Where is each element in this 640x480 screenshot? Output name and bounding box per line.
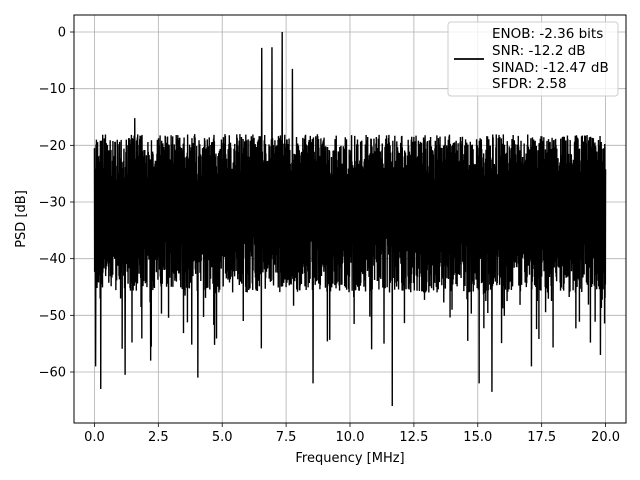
plot-frame (73, 14, 627, 424)
x-tick-label: 20.0 (591, 430, 620, 445)
legend-box (447, 21, 619, 97)
legend-enob: ENOB: -2.36 bits (492, 26, 603, 42)
x-tick-label: 12.5 (399, 430, 428, 445)
x-tick-label: 17.5 (527, 430, 556, 445)
tick-marks (70, 31, 606, 427)
legend-snr: SNR: -12.2 dB (492, 43, 586, 59)
legend-sfdr: SFDR: 2.58 (492, 76, 567, 92)
y-tick-label: −10 (39, 82, 66, 97)
psd-series-line (93, 31, 607, 407)
y-tick-label: −40 (39, 252, 66, 267)
x-tick-label: 5.0 (212, 430, 233, 445)
x-tick-label: 0.0 (84, 430, 105, 445)
y-tick-label: −60 (39, 366, 66, 381)
y-tick-label: −20 (39, 139, 66, 154)
legend-sinad: SINAD: -12.47 dB (492, 60, 609, 76)
y-axis-label: PSD [dB] (14, 190, 29, 248)
x-tick-label: 7.5 (276, 430, 297, 445)
series-group (93, 31, 607, 407)
x-tick-label: 10.0 (336, 430, 365, 445)
legend: ENOB: -2.36 bits SNR: -12.2 dB SINAD: -1… (447, 21, 619, 97)
x-axis-label: Frequency [MHz] (295, 451, 404, 466)
y-tick-label: −30 (39, 196, 66, 211)
y-tick-label: −50 (39, 309, 66, 324)
x-tick-label: 2.5 (148, 430, 169, 445)
x-tick-label: 15.0 (463, 430, 492, 445)
y-tick-label: 0 (58, 26, 66, 41)
